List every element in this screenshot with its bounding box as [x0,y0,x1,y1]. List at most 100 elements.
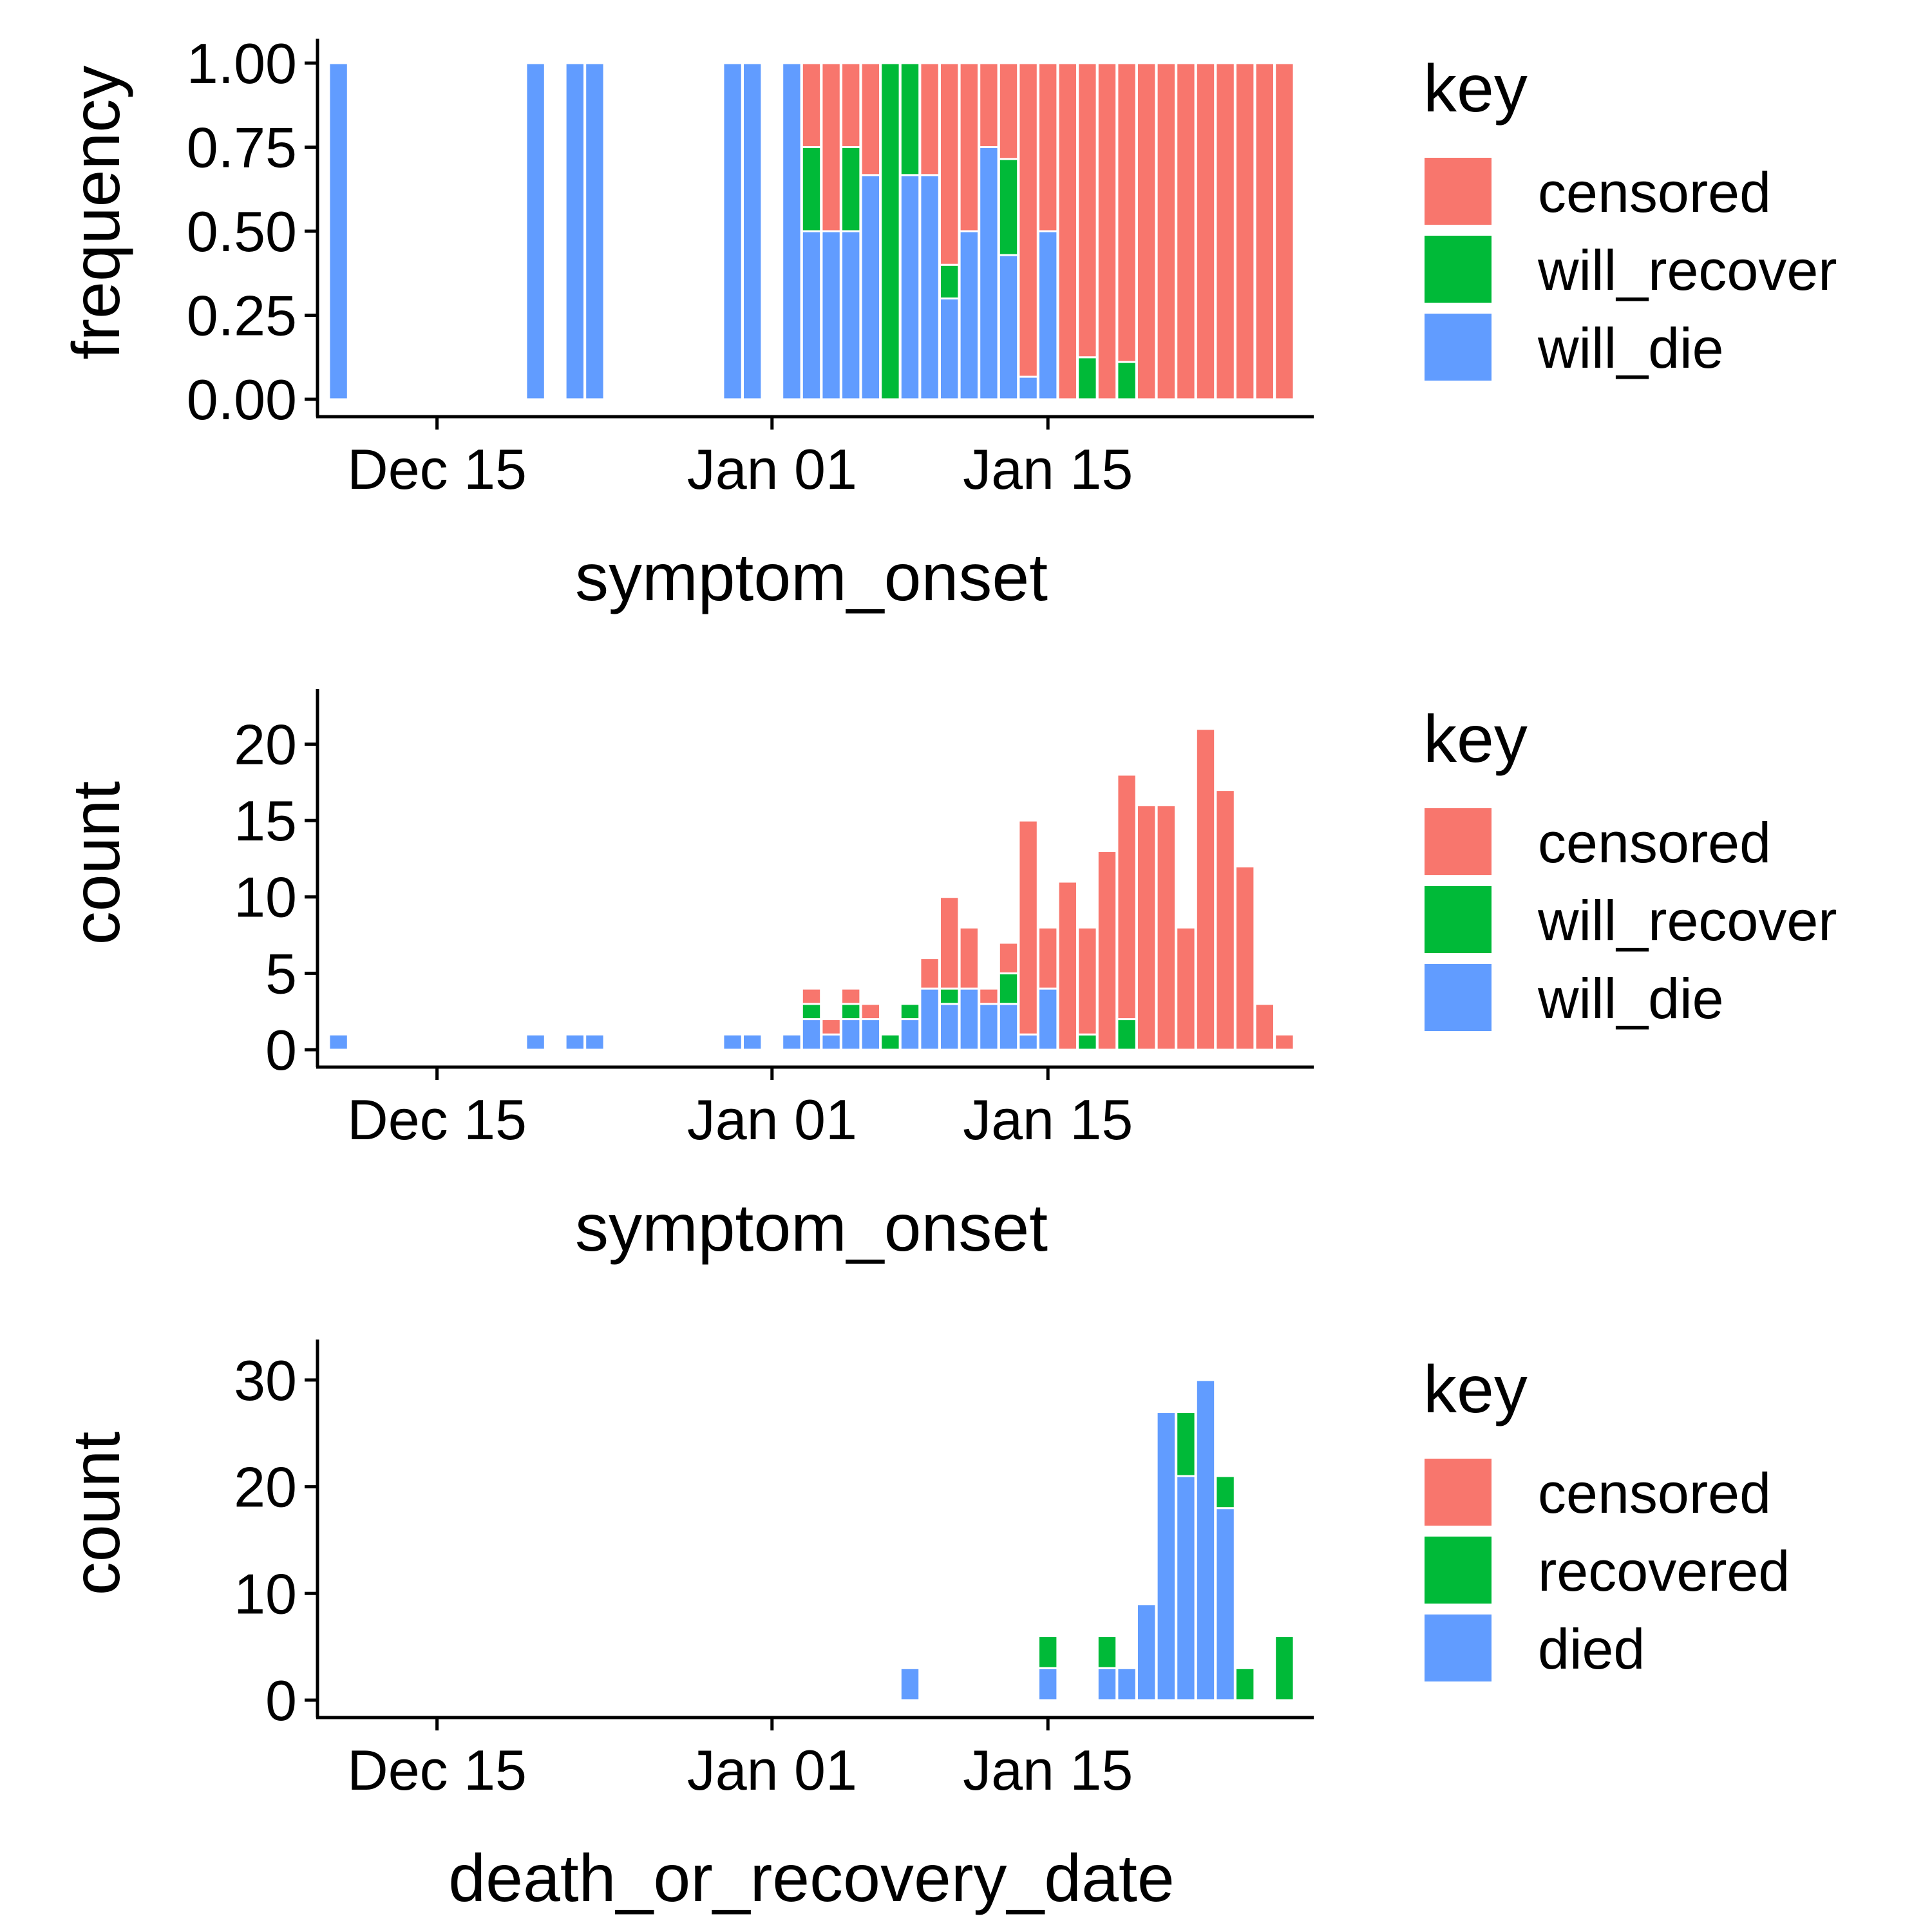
x-tick-label: Dec 15 [347,1088,527,1151]
bar-2020-01-12-censored [978,987,999,1005]
bar-2020-01-22-recovered [1175,1411,1197,1477]
y-tick-label: 0.00 [187,368,297,431]
bar-2020-01-03-censored [800,62,822,148]
bar-2020-01-18-censored [1096,850,1118,1051]
y-tick-label: 30 [234,1349,297,1412]
y-axis-title: count [59,781,134,945]
y-axis-title: frequency [59,66,134,360]
x-tick-label: Jan 15 [963,1738,1133,1802]
bar-2020-01-22-died [1175,1475,1197,1701]
y-tick-label: 0.25 [187,284,297,348]
bar-2020-01-08-will_recover [899,1003,921,1021]
bar-2020-01-11-will_die [958,987,980,1051]
bar-2020-01-17-will_recover [1077,356,1098,401]
y-tick-label: 20 [234,712,297,776]
bar-2020-01-14-censored [1018,62,1039,378]
bar-2020-01-19-censored [1116,773,1137,1021]
bar-2020-01-11-censored [958,926,980,990]
legend-swatch-censored [1422,1456,1494,1528]
bar-2020-01-21-censored [1155,804,1177,1051]
bar-2020-01-02-will_die [781,1033,802,1051]
bar-2020-01-05-will_die [840,1018,862,1051]
y-tick-label: 1.00 [187,32,297,95]
bar-2019-12-20-will_die [525,62,546,401]
bar-2019-12-10-will_die [328,62,349,401]
bar-2020-01-15-will_die [1037,987,1059,1051]
bar-2020-01-11-will_die [958,230,980,401]
x-tick-label: Jan 01 [687,1738,857,1802]
bar-2020-01-08-will_recover [899,62,921,176]
bar-2020-01-15-will_die [1037,230,1059,401]
legend-label-recovered: recovered [1538,1539,1790,1603]
legend-swatch-will_recover [1422,233,1494,305]
bar-2019-12-20-will_die [525,1033,546,1051]
bar-2020-01-02-will_die [781,62,802,401]
y-tick-label: 0.50 [187,200,297,263]
bar-2020-01-17-will_recover [1077,1033,1098,1051]
bar-2020-01-19-will_recover [1116,1018,1137,1051]
bar-2020-01-06-censored [860,62,881,176]
legend-swatch-died [1422,1612,1494,1684]
x-tick-label: Dec 15 [347,437,527,501]
bar-2020-01-05-will_recover [840,1003,862,1021]
bar-2020-01-23-died [1195,1379,1217,1701]
bar-2020-01-14-will_die [1018,1033,1039,1051]
y-tick-label: 0.75 [187,116,297,180]
bar-2020-01-11-censored [958,62,980,232]
bar-2020-01-21-censored [1155,62,1177,401]
bar-2020-01-24-censored [1215,62,1236,401]
x-tick-label: Jan 15 [963,437,1133,501]
bar-2020-01-17-censored [1077,926,1098,1036]
bar-2020-01-13-will_die [998,1003,1019,1051]
bar-2020-01-13-will_recover [998,972,1019,1005]
bar-2019-12-30-will_die [722,1033,743,1051]
bar-2020-01-24-censored [1215,789,1236,1051]
y-tick-label: 15 [234,789,297,853]
x-tick-label: Dec 15 [347,1738,527,1802]
legend-label-censored: censored [1538,811,1771,875]
bar-2020-01-07-will_recover [880,62,901,401]
bar-2020-01-09-censored [919,957,940,990]
legend-label-censored: censored [1538,160,1771,224]
legend-swatch-censored [1422,806,1494,878]
bar-2020-01-13-will_die [998,254,1019,401]
bar-2020-01-23-censored [1195,728,1217,1051]
legend-label-will_die: will_die [1537,316,1724,380]
legend-label-censored: censored [1538,1461,1771,1525]
bar-2020-01-08-will_die [899,1018,921,1051]
bar-2020-01-05-will_recover [840,146,862,232]
y-tick-label: 0 [265,1018,297,1082]
bar-2020-01-10-will_recover [939,987,960,1005]
bar-2020-01-12-will_die [978,146,999,401]
bar-2020-01-09-censored [919,62,940,176]
chart-panel-3: 0 10 20 30 Dec 15 Jan 01 Jan 15 death_or_recove… [59,1340,1790,1916]
bar-2020-01-05-will_die [840,230,862,401]
legend-label-will_recover: will_recover [1537,889,1837,952]
legend-title: key [1423,1352,1528,1427]
bar-2020-01-19-censored [1116,62,1137,363]
bar-2020-01-06-will_die [860,174,881,401]
bar-2020-01-16-censored [1057,880,1078,1051]
bar-2019-12-23-will_die [584,62,605,401]
bar-2019-12-23-will_die [584,1033,605,1051]
bar-2020-01-13-censored [998,942,1019,974]
y-tick-label: 0 [265,1669,297,1732]
bar-2020-01-21-died [1155,1411,1177,1701]
x-axis-title: death_or_recovery_date [448,1841,1174,1916]
bar-2020-01-08-died [899,1667,921,1701]
x-axis-title: symptom_onset [575,1191,1048,1265]
bar-2020-01-04-censored [820,62,842,232]
bar-2020-01-03-censored [800,987,822,1005]
bar-2020-01-16-censored [1057,62,1078,401]
bars [328,62,1295,401]
bar-2019-12-30-will_die [722,62,743,401]
y-axis-title: count [59,1432,134,1596]
bar-2020-01-17-censored [1077,62,1098,359]
x-tick-label: Jan 01 [687,437,857,501]
bar-2020-01-26-censored [1254,1003,1275,1051]
bar-2020-01-03-will_die [800,1018,822,1051]
bar-2020-01-19-died [1116,1667,1137,1701]
bar-2020-01-06-will_die [860,1018,881,1051]
bar-2019-12-31-will_die [742,1033,763,1051]
